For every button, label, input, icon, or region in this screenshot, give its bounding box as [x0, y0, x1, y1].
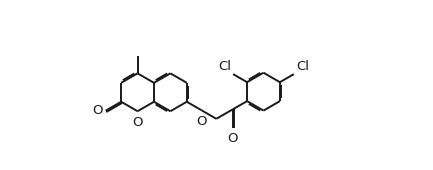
- Text: Cl: Cl: [296, 60, 309, 73]
- Text: O: O: [196, 115, 207, 128]
- Text: O: O: [228, 132, 238, 145]
- Text: Cl: Cl: [218, 60, 231, 73]
- Text: O: O: [132, 116, 143, 129]
- Text: O: O: [92, 104, 103, 117]
